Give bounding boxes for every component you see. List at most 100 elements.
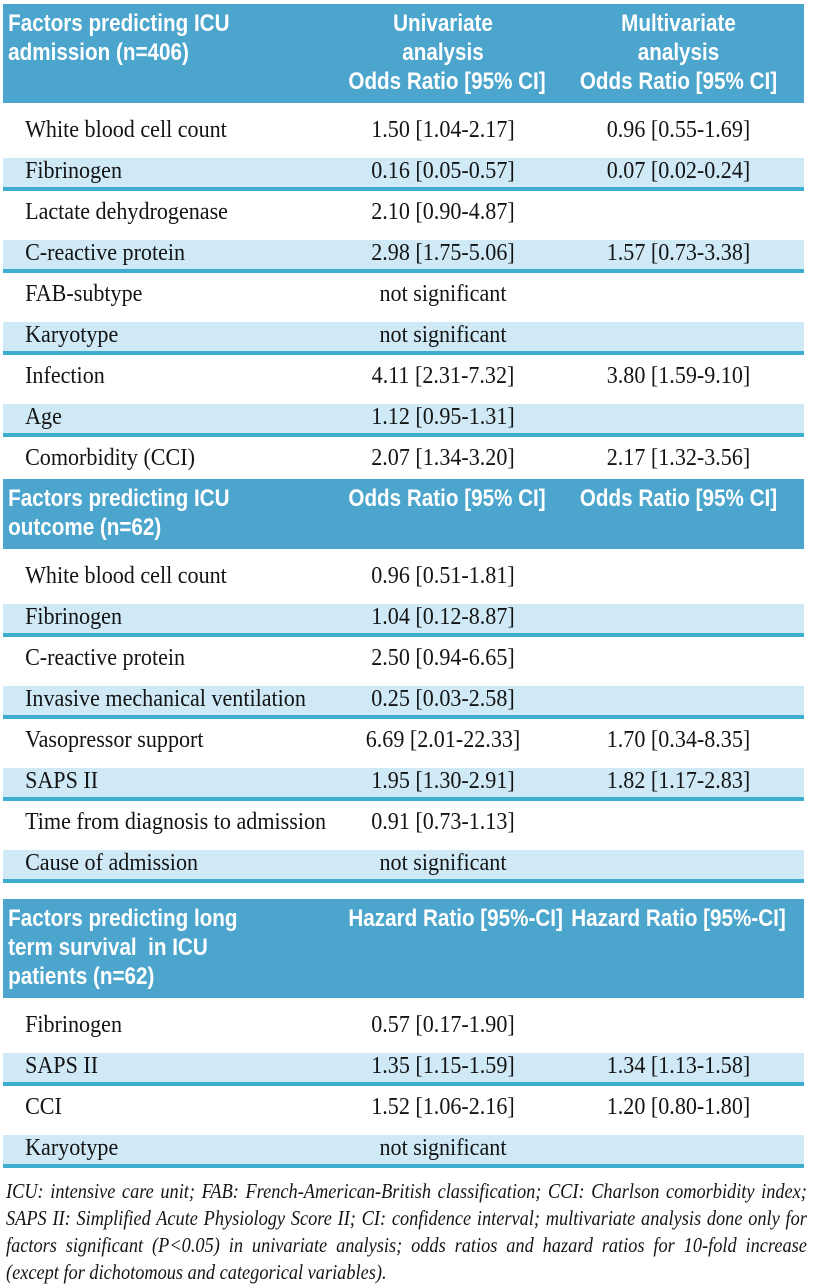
univariate-cell: 0.25 [0.03-2.58]: [371, 686, 515, 712]
table-row: C-reactive protein 2.50 [0.94-6.65]: [3, 638, 804, 679]
table-row: SAPS II 1.35 [1.15-1.59] 1.34 [1.13-1.58…: [3, 1046, 804, 1087]
univariate-cell: 4.11 [2.31-7.32]: [371, 363, 515, 389]
univariate-cell: 1.52 [1.06-2.16]: [371, 1094, 515, 1120]
univariate-cell: 1.35 [1.15-1.59]: [371, 1053, 515, 1079]
table-row: Fibrinogen 0.57 [0.17-1.90]: [3, 1005, 804, 1046]
multivariate-cell: 3.80 [1.59-9.10]: [606, 363, 751, 389]
factor-cell: Invasive mechanical ventilation: [25, 686, 306, 712]
univariate-cell: 2.10 [0.90-4.87]: [371, 199, 515, 225]
multivariate-cell: 0.07 [0.02-0.24]: [606, 158, 751, 184]
multivariate-cell: 1.70 [0.34-8.35]: [606, 727, 751, 753]
univariate-cell: 2.50 [0.94-6.65]: [371, 645, 515, 671]
table-section: Factors predicting ICU admission (n=406)…: [3, 4, 804, 479]
multivariate-cell: [563, 679, 794, 720]
factor-cell: Comorbidity (CCI): [25, 445, 195, 471]
multivariate-cell: [563, 638, 794, 679]
multivariate-cell: [563, 802, 794, 843]
table-row: Time from diagnosis to admission 0.91 [0…: [3, 802, 804, 843]
multivariate-cell: [563, 843, 794, 884]
factor-cell: Cause of admission: [25, 850, 199, 876]
multivariate-cell: 0.96 [0.55-1.69]: [606, 117, 751, 143]
table-row: FAB-subtype not significant: [3, 274, 804, 315]
multivariate-cell: [563, 274, 794, 315]
univariate-cell: not significant: [379, 281, 507, 307]
table-section: Factors predicting ICU outcome (n=62) Od…: [3, 479, 804, 884]
factor-cell: Karyotype: [25, 1135, 119, 1161]
univariate-cell: 1.50 [1.04-2.17]: [371, 117, 515, 143]
univariate-cell: 1.95 [1.30-2.91]: [371, 768, 515, 794]
table-row: Vasopressor support 6.69 [2.01-22.33] 1.…: [3, 720, 804, 761]
univariate-cell: 6.69 [2.01-22.33]: [365, 727, 521, 753]
univariate-cell: 0.57 [0.17-1.90]: [371, 1012, 515, 1038]
factor-cell: Time from diagnosis to admission: [25, 809, 327, 835]
table-row: Infection 4.11 [2.31-7.32] 3.80 [1.59-9.…: [3, 356, 804, 397]
table-row: Karyotype not significant: [3, 1128, 804, 1169]
factor-cell: FAB-subtype: [25, 281, 143, 307]
table-row: Karyotype not significant: [3, 315, 804, 356]
factor-cell: Fibrinogen: [25, 1012, 122, 1038]
univariate-cell: 0.16 [0.05-0.57]: [371, 158, 515, 184]
multivariate-cell: 1.82 [1.17-2.83]: [606, 768, 751, 794]
factor-cell: Lactate dehydrogenase: [25, 199, 228, 225]
column-header: Odds Ratio [95% CI]: [348, 485, 546, 512]
factor-cell: White blood cell count: [25, 117, 227, 143]
univariate-cell: 2.98 [1.75-5.06]: [371, 240, 515, 266]
multivariate-cell: 1.57 [0.73-3.38]: [606, 240, 751, 266]
table-section: Factors predicting long term survival in…: [3, 899, 804, 1169]
multivariate-cell: [563, 1128, 794, 1169]
univariate-cell: 0.91 [0.73-1.13]: [371, 809, 515, 835]
section-title: Factors predicting ICU admission (n=406): [8, 10, 230, 66]
table-row: Lactate dehydrogenase 2.10 [0.90-4.87]: [3, 192, 804, 233]
factor-cell: Age: [25, 404, 62, 430]
univariate-cell: 1.12 [0.95-1.31]: [371, 404, 515, 430]
univariate-cell: not significant: [379, 1135, 507, 1161]
multivariate-cell: [563, 397, 794, 438]
univariate-cell: 1.04 [0.12-8.87]: [371, 604, 515, 630]
multivariate-cell: 1.20 [0.80-1.80]: [606, 1094, 751, 1120]
factor-cell: C-reactive protein: [25, 240, 186, 266]
factor-cell: Fibrinogen: [25, 158, 122, 184]
table-row: Comorbidity (CCI) 2.07 [1.34-3.20] 2.17 …: [3, 438, 804, 479]
multivariate-cell: [563, 556, 794, 597]
factor-cell: SAPS II: [25, 1053, 99, 1079]
table-row: Fibrinogen 0.16 [0.05-0.57] 0.07 [0.02-0…: [3, 151, 804, 192]
factor-cell: C-reactive protein: [25, 645, 186, 671]
table-row: Fibrinogen 1.04 [0.12-8.87]: [3, 597, 804, 638]
table-row: C-reactive protein 2.98 [1.75-5.06] 1.57…: [3, 233, 804, 274]
multivariate-cell: [563, 597, 794, 638]
section-title: Factors predicting long term survival in…: [8, 905, 238, 990]
section-title: Factors predicting ICU outcome (n=62): [8, 485, 230, 541]
footnote: ICU: intensive care unit; FAB: French-Am…: [6, 1179, 807, 1284]
table-row: Invasive mechanical ventilation 0.25 [0.…: [3, 679, 804, 720]
factor-cell: CCI: [25, 1094, 62, 1120]
section-header: Factors predicting ICU admission (n=406)…: [3, 4, 804, 103]
multivariate-cell: [563, 1005, 794, 1046]
multivariate-cell: 2.17 [1.32-3.56]: [606, 445, 751, 471]
factor-cell: Karyotype: [25, 322, 119, 348]
section-body: White blood cell count 0.96 [0.51-1.81] …: [3, 549, 804, 884]
table-row: White blood cell count 1.50 [1.04-2.17] …: [3, 110, 804, 151]
table-row: SAPS II 1.95 [1.30-2.91] 1.82 [1.17-2.83…: [3, 761, 804, 802]
column-header: Univariate analysis Odds Ratio [95% CI]: [348, 10, 546, 95]
factor-cell: SAPS II: [25, 768, 99, 794]
multivariate-cell: [563, 192, 794, 233]
column-header: Hazard Ratio [95%-CI]: [348, 905, 563, 932]
column-header: Hazard Ratio [95%-CI]: [571, 905, 786, 932]
section-body: White blood cell count 1.50 [1.04-2.17] …: [3, 103, 804, 479]
univariate-cell: not significant: [379, 850, 507, 876]
factor-cell: Fibrinogen: [25, 604, 122, 630]
table-row: Cause of admission not significant: [3, 843, 804, 884]
column-header: Odds Ratio [95% CI]: [579, 485, 778, 512]
factor-cell: Infection: [25, 363, 105, 389]
multivariate-cell: [563, 315, 794, 356]
results-table: Factors predicting ICU admission (n=406)…: [3, 4, 807, 1286]
multivariate-cell: 1.34 [1.13-1.58]: [606, 1053, 751, 1079]
univariate-cell: 0.96 [0.51-1.81]: [371, 563, 515, 589]
column-header: Multivariate analysis Odds Ratio [95% CI…: [579, 10, 778, 95]
table-row: Age 1.12 [0.95-1.31]: [3, 397, 804, 438]
factor-cell: Vasopressor support: [25, 727, 204, 753]
table-row: CCI 1.52 [1.06-2.16] 1.20 [0.80-1.80]: [3, 1087, 804, 1128]
table-sections: Factors predicting ICU admission (n=406)…: [3, 4, 804, 1169]
univariate-cell: 2.07 [1.34-3.20]: [371, 445, 515, 471]
section-header: Factors predicting long term survival in…: [3, 899, 804, 998]
